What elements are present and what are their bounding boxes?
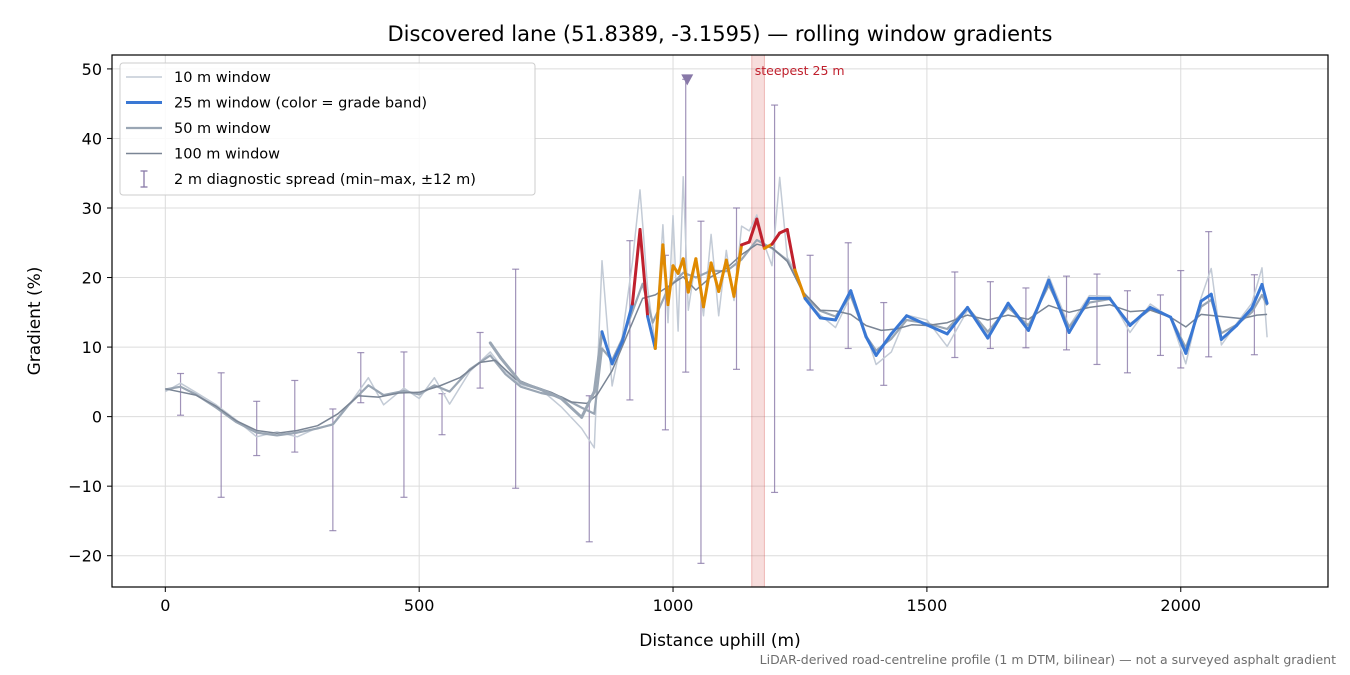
chart-title: Discovered lane (51.8389, -3.1595) — rol… — [388, 22, 1053, 46]
series-25m-segment — [1219, 324, 1239, 341]
series-25m-segment — [559, 397, 584, 419]
annotation-layer: steepest 25 m — [681, 63, 845, 86]
series-25m-segment — [630, 228, 642, 306]
series-25m-segment — [724, 258, 736, 298]
series-25m-segment — [709, 261, 721, 293]
y-tick-label: −10 — [68, 477, 102, 496]
series-25m-segment — [770, 231, 782, 246]
series-25m-segment — [646, 314, 657, 350]
legend-items: 10 m window 25 m window (color = grade ba… — [126, 70, 476, 188]
series-25m-segment — [874, 332, 893, 357]
series-25m-segment — [1184, 299, 1203, 355]
series-25m-segment — [1067, 296, 1091, 334]
y-tick-label: −20 — [68, 547, 102, 566]
series-25m-segment — [755, 217, 766, 250]
series-25m-segment — [638, 228, 650, 318]
series-25m-segment — [1199, 292, 1213, 303]
x-tick-label: 1000 — [653, 596, 694, 615]
legend-item: 10 m window — [126, 70, 271, 86]
y-tick-label: 40 — [82, 129, 102, 148]
axis-ticks: 0 500 1000 1500 2000 −20 −10 0 10 20 30 40 50 — [68, 60, 1201, 615]
legend-item: 25 m window (color = grade band) — [126, 96, 427, 112]
series-25m-segment — [849, 289, 868, 339]
series-25m-segment — [785, 228, 797, 272]
legend-item: 2 m diagnostic spread (min–max, ±12 m) — [140, 170, 476, 188]
series-25m-segment — [717, 258, 728, 293]
steepest-span-layer — [751, 54, 765, 588]
footnote: LiDAR-derived road-centreline profile (1… — [760, 652, 1336, 667]
series-25m-segment — [1250, 282, 1264, 310]
y-tick-label: 50 — [82, 60, 102, 79]
y-tick-label: 10 — [82, 338, 102, 357]
legend: 10 m window 25 m window (color = grade ba… — [119, 62, 536, 196]
series-25m-segment — [747, 217, 759, 244]
series-25m-segment — [834, 289, 853, 322]
series-25m-segment — [580, 390, 596, 419]
series-25m-segment — [1148, 305, 1173, 319]
series-25m-segment — [1108, 296, 1132, 328]
series-25m-segment — [793, 268, 807, 300]
legend-label: 2 m diagnostic spread (min–max, ±12 m) — [174, 172, 476, 188]
x-tick-label: 0 — [160, 596, 170, 615]
legend-box — [119, 62, 536, 196]
series-25m-segment — [666, 264, 675, 307]
series-25m-segment — [1235, 306, 1254, 328]
series-layer — [164, 175, 1269, 449]
series-25m-segment — [889, 314, 909, 336]
legend-item: 50 m window — [126, 121, 271, 137]
x-tick-label: 1500 — [907, 596, 948, 615]
x-axis-label: Distance uphill (m) — [639, 631, 800, 651]
steepest-span-label: steepest 25 m — [755, 63, 845, 78]
legend-label: 100 m window — [174, 147, 280, 163]
legend-label: 50 m window — [174, 121, 271, 137]
series-25m-segment — [539, 387, 563, 401]
series-25m-segment — [488, 341, 502, 360]
series-25m-segment — [653, 243, 665, 350]
series-25m-segment — [966, 305, 990, 340]
legend-label: 25 m window (color = grade band) — [174, 96, 427, 112]
y-axis-label: Gradient (%) — [25, 267, 45, 376]
series-25m-segment — [686, 257, 698, 294]
series-25m-segment — [1026, 278, 1051, 332]
steepest-span — [751, 54, 765, 588]
series-25m-segment — [905, 314, 929, 327]
series-25m-segment — [732, 243, 744, 298]
y-tick-label: 30 — [82, 199, 102, 218]
plot-frame — [111, 54, 1329, 588]
x-tick-label: 2000 — [1160, 596, 1201, 615]
series-25m-segment — [600, 330, 614, 366]
series-25m-segment — [864, 335, 878, 357]
series-25m-segment — [1047, 278, 1071, 334]
series-25m-segment — [1169, 315, 1188, 355]
series-25m-segment — [592, 330, 604, 394]
legend-item: 100 m window — [126, 147, 280, 163]
series-25m-segment — [1260, 282, 1269, 305]
series-25m-segment — [1128, 305, 1152, 328]
series-25m-segment — [694, 257, 705, 309]
max-spread-marker — [681, 74, 694, 86]
series-25m-segment — [681, 257, 690, 294]
series-25m-segment — [498, 356, 523, 385]
series-25m-segment — [945, 305, 970, 336]
series-25m-segment — [620, 302, 634, 344]
x-tick-label: 500 — [404, 596, 435, 615]
series-25m-segment — [803, 296, 822, 320]
series-25m-segment — [1006, 301, 1030, 332]
series-25m-segment — [818, 316, 838, 322]
series-25m-segment — [519, 381, 543, 391]
legend-label: 10 m window — [174, 70, 271, 86]
series-25m-segment — [661, 243, 670, 307]
y-tick-label: 20 — [82, 269, 102, 288]
series-25m — [488, 217, 1269, 419]
series-25m-segment — [610, 340, 624, 366]
series-25m-segment — [1209, 292, 1223, 341]
series-25m-segment — [701, 261, 713, 309]
series-25m-segment — [925, 323, 949, 336]
y-tick-label: 0 — [92, 408, 102, 427]
series-25m-segment — [986, 301, 1010, 340]
